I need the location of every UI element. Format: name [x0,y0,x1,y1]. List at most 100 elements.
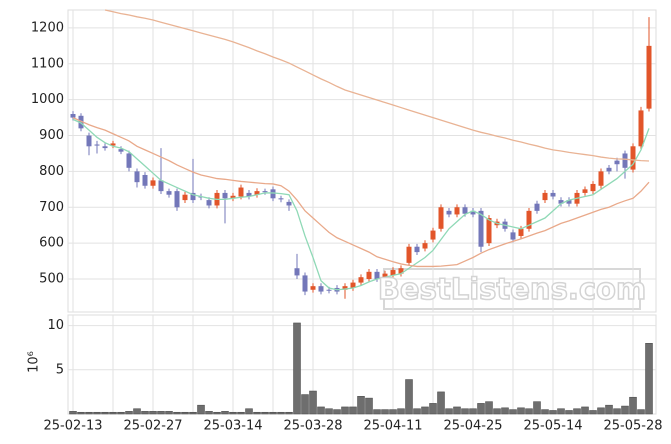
candle-body [110,143,116,146]
candle-body [94,144,100,146]
x-tick-label: 25-02-13 [43,419,102,434]
candle-body [526,210,532,229]
price-panel [67,9,657,313]
volume-bar [413,408,421,415]
candle-body [358,277,364,283]
volume-bar [157,411,165,415]
moving-average-line [72,117,650,268]
candle-body [326,289,332,291]
candle-body [374,271,380,280]
volume-bar [341,406,349,415]
y-tick-label: 10 [47,318,64,333]
x-tick-label: 25-03-14 [203,419,262,434]
volume-bar [485,401,493,415]
volume-bar [525,408,533,415]
volume-bar [229,411,237,415]
volume-bar [205,411,213,415]
volume-bar [613,408,621,415]
y-tick-label: 500 [39,272,64,287]
candle-body [126,153,132,168]
volume-bar [93,411,101,415]
candle-body [430,230,436,240]
candle-body [510,232,516,240]
volume-bar [181,411,189,415]
volume-bar [381,409,389,415]
y-tick-label: 1000 [31,92,64,107]
candle-body [318,286,324,292]
candle-body [550,192,556,197]
volume-bar [261,411,269,415]
candle-body [622,153,628,168]
volume-bar [533,401,541,415]
candle-body [278,198,284,200]
x-tick-label: 25-05-28 [603,419,662,434]
watermark-box [383,268,641,310]
moving-average-line [104,9,650,162]
volume-bar [597,407,605,415]
candle-body [382,273,388,278]
candle-body [118,149,124,152]
candle-body [190,192,196,201]
candle-body [158,180,164,192]
volume-bar [269,411,277,415]
candle-body [102,146,108,149]
y-tick-label: 1200 [31,20,64,35]
candle-body [166,191,172,195]
x-tick-label: 25-03-28 [283,419,342,434]
volume-axis-label: 10⁶ [27,351,42,373]
candle-body [638,110,644,147]
volume-bar [389,409,397,415]
candle-body [398,268,404,274]
candle-body [134,171,140,183]
moving-average-line [72,118,650,291]
volume-bar [453,406,461,415]
volume-bar [317,406,325,415]
candle-body [558,200,564,204]
volume-bar [373,409,381,415]
volume-bar [85,411,93,415]
candle-body [406,246,412,263]
y-tick-label: 600 [39,236,64,251]
volume-bar [101,411,109,415]
candle-body [270,189,276,199]
candle-body [182,194,188,201]
candle-body [462,207,468,214]
volume-bar [437,391,445,415]
candle-body [542,192,548,201]
volume-bar [197,404,205,415]
volume-bar [117,411,125,415]
volume-bar [309,390,317,415]
candle-body [478,210,484,247]
candle-body [446,210,452,215]
x-tick-label: 25-02-27 [123,419,182,434]
volume-bar [469,408,477,415]
volume-bar [285,411,293,415]
candle-body [566,200,572,204]
y-tick-label: 1100 [31,56,64,71]
volume-bar [645,343,653,415]
volume-bar [149,411,157,415]
candle-body [646,45,652,109]
candle-body [262,191,268,193]
y-tick-label: 700 [39,200,64,215]
volume-bar [581,406,589,415]
volume-bar [109,411,117,415]
candle-body [310,286,316,290]
candle-body [582,189,588,193]
candle-body [286,201,292,206]
volume-bar [325,408,333,415]
candle-body [254,191,260,195]
x-tick-label: 25-05-14 [523,419,582,434]
candle-body [246,192,252,197]
volume-bar [333,409,341,415]
volume-bar [77,411,85,415]
volume-bar [637,409,645,415]
volume-bar [589,410,597,415]
candle-body [438,207,444,229]
candle-body [630,146,636,170]
candle-body [150,180,156,186]
candle-body [302,275,308,292]
volume-bar [461,408,469,415]
volume-bar [621,405,629,415]
